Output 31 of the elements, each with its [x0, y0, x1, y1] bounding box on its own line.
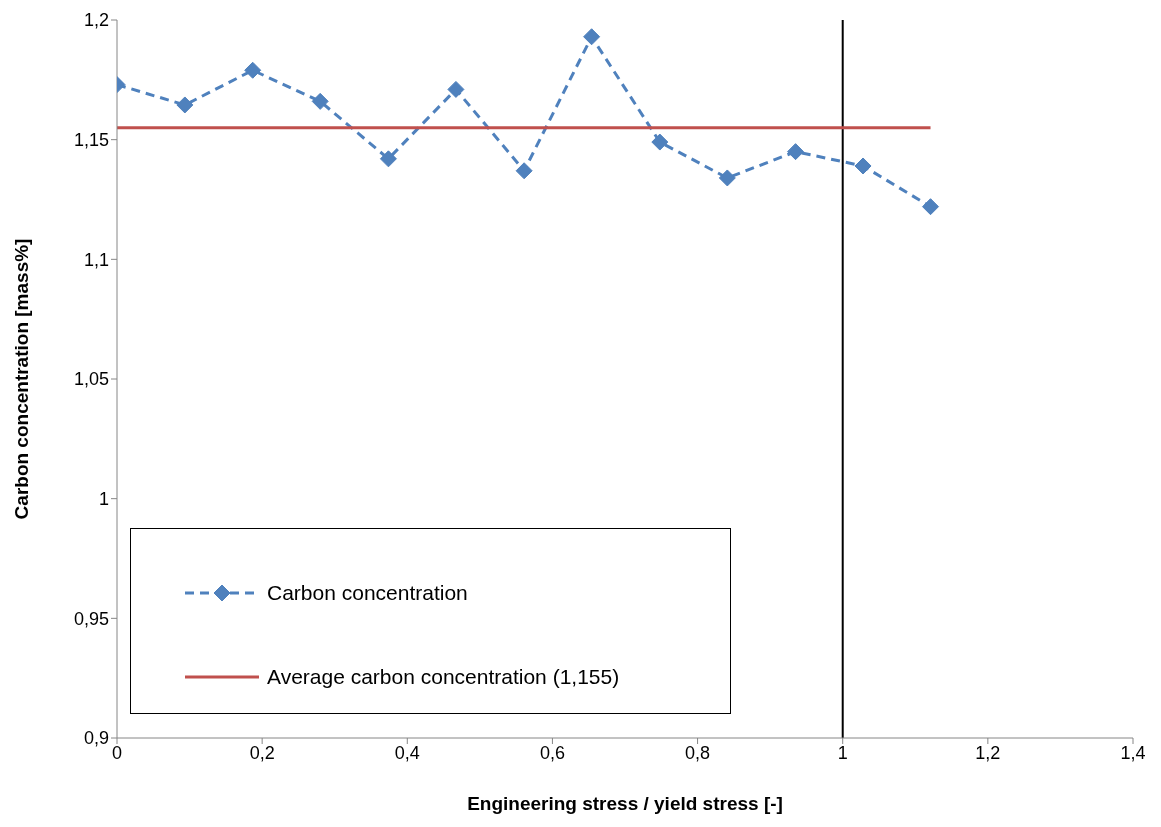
y-axis-title: Carbon concentration [mass%]	[10, 238, 32, 520]
point	[583, 28, 601, 46]
y-tick-label: 0,95	[73, 608, 109, 629]
x-tick-label: 1	[837, 742, 848, 763]
y-tick-label: 0,9	[83, 728, 109, 749]
point	[515, 162, 533, 180]
x-tick-label: 0,2	[249, 742, 275, 763]
legend-label: Carbon concentration	[267, 581, 468, 605]
point	[787, 143, 805, 161]
x-tick-label: 1,2	[975, 742, 1001, 763]
legend-label: Average carbon concentration (1,155)	[267, 665, 620, 689]
y-tick-label: 1,15	[73, 130, 109, 151]
y-tick-label: 1	[98, 489, 109, 510]
point	[922, 198, 940, 216]
point	[718, 169, 736, 187]
point	[447, 80, 465, 98]
point	[379, 150, 397, 168]
y-tick-label: 1,1	[83, 249, 109, 270]
point	[854, 157, 872, 175]
y-tick-label: 1,05	[73, 369, 109, 390]
x-tick-label: 0	[111, 742, 123, 763]
point	[311, 92, 329, 110]
point	[176, 96, 194, 114]
x-tick-label: 0,4	[394, 742, 420, 763]
point	[651, 133, 669, 151]
x-tick-label: 1,4	[1120, 742, 1146, 763]
x-tick-label: 0,6	[539, 742, 565, 763]
point	[244, 61, 262, 79]
x-tick-label: 0,8	[685, 742, 711, 763]
x-axis-title: Engineering stress / yield stress [-]	[467, 793, 783, 814]
y-tick-label: 1,2	[83, 10, 109, 31]
